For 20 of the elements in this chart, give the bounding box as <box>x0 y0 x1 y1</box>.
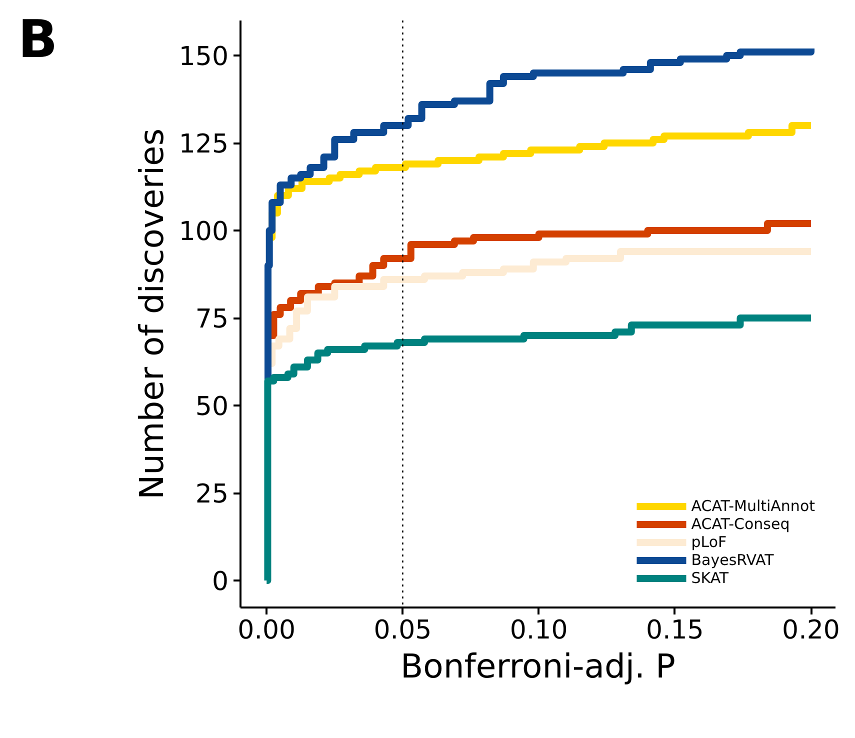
legend-label: pLoF <box>691 533 727 551</box>
x-tick-label: 0.00 <box>238 616 296 646</box>
y-tick-label: 75 <box>195 304 229 335</box>
legend-label: ACAT-Conseq <box>691 515 790 533</box>
legend-label: ACAT-MultiAnnot <box>691 497 815 515</box>
x-tick-label: 0.10 <box>510 616 568 646</box>
legend-label: SKAT <box>691 569 729 587</box>
y-tick-label: 50 <box>195 392 229 422</box>
y-tick-label: 0 <box>212 567 229 598</box>
y-axis-title: Number of discoveries <box>132 128 171 500</box>
y-tick-label: 125 <box>178 130 229 160</box>
x-tick-label: 0.15 <box>646 616 704 646</box>
y-tick-label: 25 <box>195 480 229 510</box>
x-tick-label: 0.20 <box>782 616 840 646</box>
y-tick-label: 100 <box>178 217 229 248</box>
x-tick-label: 0.05 <box>374 616 432 646</box>
legend-label: BayesRVAT <box>691 551 774 569</box>
y-tick-label: 150 <box>178 42 229 72</box>
text: B <box>18 9 58 72</box>
x-axis-title: Bonferroni-adj. P <box>400 646 676 686</box>
